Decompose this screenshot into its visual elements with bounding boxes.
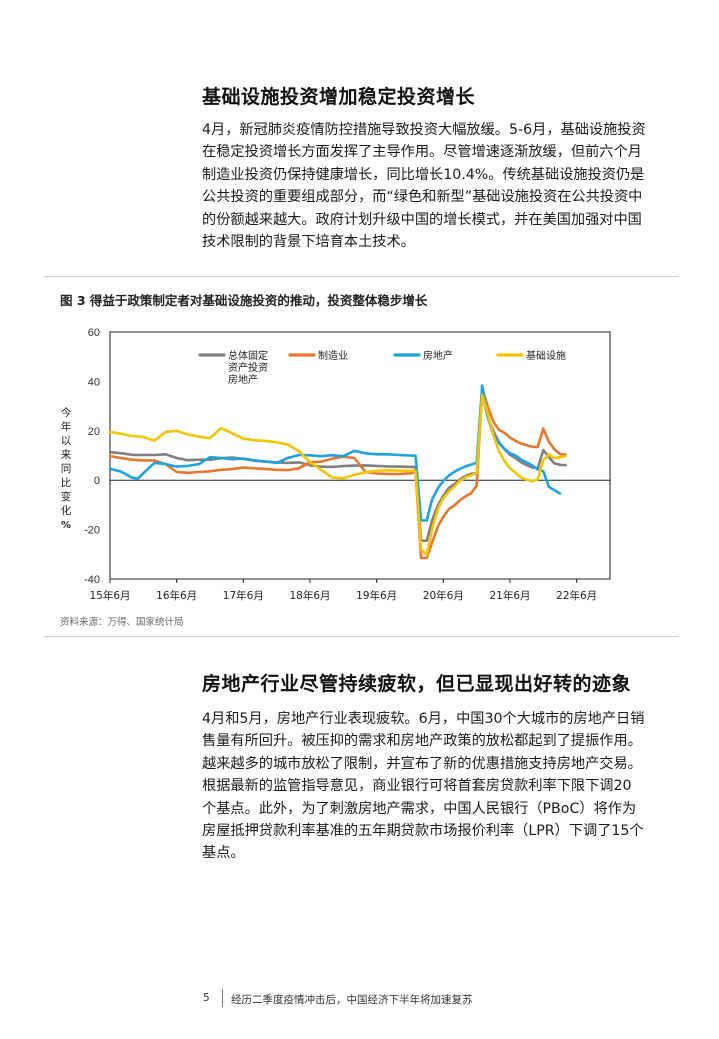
y-tick-label: 60 [88, 327, 100, 339]
x-tick-label: 20年6月 [423, 589, 464, 602]
series-line-基础设施 [108, 393, 567, 557]
section-heading-infrastructure: 基础设施投资增加稳定投资增长 [202, 86, 476, 108]
y-tick-label: -40 [84, 574, 100, 586]
y-axis-label-char: 以 [61, 435, 72, 447]
paragraph-line: 4月，新冠肺炎疫情防控措施导致投资大幅放缓。5-6月，基础设施投资 [202, 122, 646, 138]
paragraph-line: 公共投资的重要组成部分，而“绿色和新型”基础设施投资在公共投资中 [202, 189, 643, 206]
legend-label: 基础设施 [526, 349, 566, 362]
y-axis-label-char: 同 [61, 463, 72, 475]
figure-title: 图 3 得益于政策制定者对基础设施投资的推动，投资整体稳步增长 [60, 293, 428, 308]
footer-title: 经历二季度疫情冲击后，中国经济下半年将加速复苏 [231, 994, 473, 1006]
y-tick-label: 40 [88, 376, 100, 388]
figure-bottom-divider [44, 636, 678, 637]
paragraph-line: 越来越多的城市放松了限制，并宣布了新的优惠措施支持房地产交易。 [202, 755, 642, 772]
figure-source: 资料来源：万得、国家统计局 [60, 617, 184, 628]
x-tick-label: 15年6月 [89, 589, 130, 602]
section-heading-property: 房地产行业尽管持续疲软，但已显现出好转的迹象 [202, 673, 632, 695]
plot-frame [109, 331, 611, 580]
x-tick-label: 21年6月 [489, 589, 530, 602]
legend-label: 制造业 [318, 349, 348, 362]
legend-label: 房地产 [423, 349, 453, 362]
x-tick-label: 16年6月 [156, 589, 197, 602]
legend-label: 房地产 [228, 373, 258, 386]
x-tick-label: 19年6月 [356, 589, 397, 602]
page-number: 5 [203, 992, 210, 1004]
x-tick-label: 17年6月 [223, 589, 264, 602]
y-tick-label: 20 [88, 426, 100, 438]
paragraph-line: 制造业投资仍保持健康增长，同比增长10.4%。传统基础设施投资仍是 [202, 166, 645, 183]
y-axis-label-char: % [61, 520, 71, 531]
paragraph-line: 房屋抵押贷款利率基准的五年期贷款市场报价利率（LPR）下调了15个 [202, 823, 644, 840]
y-axis-label-char: 比 [61, 476, 72, 489]
paragraph-line: 基点。 [202, 845, 245, 862]
paragraph-line: 在稳定投资增长方面发挥了主导作用。尽管增速逐渐放缓，但前六个月 [202, 144, 642, 161]
legend-label: 总体固定 [228, 349, 268, 362]
paragraph-line: 4月和5月，房地产行业表现疲软。6月，中国30个大城市的房地产日销 [202, 711, 645, 727]
y-tick-label: -20 [84, 525, 100, 537]
paragraph-line: 根据最新的监管指导意见，商业银行可将首套房贷款利率下限下调20 [202, 778, 632, 795]
paragraph-infrastructure: 4月，新冠肺炎疫情防控措施导致投资大幅放缓。5-6月，基础设施投资 在稳定投资增… [202, 119, 672, 253]
line-chart: -40 -20 0 20 40 60 15年6月 16年6月 17年6月 18年6月 19年6月 20… [61, 327, 611, 602]
series-line-总体固定资产投资 [108, 392, 567, 542]
y-axis-label-char: 今 [61, 406, 72, 419]
paragraph-line: 个基点。此外，为了刺激房地产需求，中国人民银行（PBoC）将作为 [202, 800, 637, 817]
paragraph-line: 售量有所回升。被压抑的需求和房地产政策的放松都起到了提振作用。 [202, 733, 642, 750]
series-line-房地产 [108, 384, 562, 522]
x-tick-label: 22年6月 [556, 589, 597, 602]
y-axis-label-char: 年 [61, 420, 72, 433]
series-line-制造业 [108, 386, 567, 560]
legend-label: 资产投资 [228, 361, 268, 374]
x-tick-label: 18年6月 [289, 589, 330, 602]
y-axis-label-char: 化 [61, 504, 72, 517]
paragraph-property: 4月和5月，房地产行业表现疲软。6月，中国30个大城市的房地产日销 售量有所回升… [202, 708, 672, 865]
figure-top-divider [44, 276, 678, 277]
paragraph-line: 的份额越来越大。政府计划升级中国的增长模式，并在美国加强对中国 [202, 211, 642, 228]
footer-divider [222, 989, 223, 1007]
y-axis-label-char: 来 [61, 449, 72, 461]
paragraph-line: 技术限制的背景下培育本土技术。 [202, 234, 415, 251]
y-tick-label: 0 [94, 475, 100, 487]
y-axis-label-char: 变 [61, 490, 72, 503]
